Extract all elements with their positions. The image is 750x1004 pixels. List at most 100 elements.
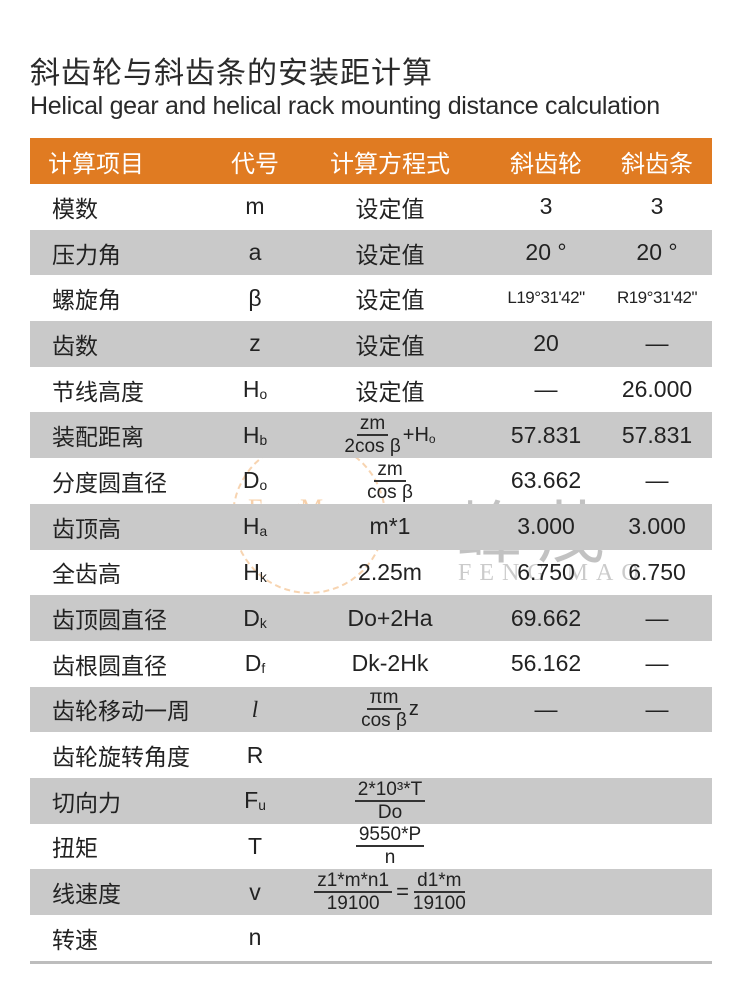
symbol-text: D [243, 604, 260, 631]
table-header: 计算项目 代号 计算方程式 斜齿轮 斜齿条 [30, 138, 712, 184]
denominator: 19100 [412, 893, 466, 915]
row-gear-value: 20 ° [525, 239, 567, 266]
row-formula: zm 2cos β +Ho [290, 414, 490, 456]
symbol-subscript: b [259, 432, 268, 448]
numerator: d1*m [414, 871, 465, 894]
row-gear-value: 6.750 [517, 558, 575, 585]
formula-text: 设定值 [355, 332, 425, 359]
row-item-name: 齿轮旋转角度 [52, 745, 190, 772]
row-symbol: l [220, 696, 290, 723]
symbol-text: n [248, 924, 262, 951]
formula-text: Do+2Ha [347, 604, 433, 631]
symbol-text: H [242, 376, 260, 403]
row-gear-value: — [534, 695, 558, 722]
row-symbol: R [220, 742, 290, 769]
row-formula: 2.25m [290, 559, 490, 586]
row-item-name: 压力角 [52, 242, 121, 269]
symbol-subscript: k [259, 569, 267, 585]
table-row: 切向力 Fu 2*10³*T Do [30, 777, 712, 824]
row-formula: Do+2Ha [290, 605, 490, 632]
row-symbol: m [220, 193, 290, 220]
fraction: z1*m*n1 19100 [314, 871, 393, 915]
row-rack-value: 6.750 [628, 558, 686, 585]
symbol-text: H [242, 513, 260, 540]
row-gear-value: 69.662 [510, 604, 582, 631]
fraction: 9550*P n [355, 825, 425, 867]
table-row: 齿顶高 Ha m*1 3.000 3.000 [30, 503, 712, 550]
numerator: zm [374, 460, 406, 482]
row-formula: 设定值 [290, 327, 490, 361]
row-formula: z1*m*n1 19100 = d1*m 19100 [290, 871, 490, 913]
table-bottom-rule [30, 961, 712, 964]
row-rack-value: — [645, 695, 669, 722]
fraction: zm 2cos β [344, 414, 400, 456]
row-gear-value: 56.162 [510, 650, 582, 677]
row-item-name: 模数 [52, 196, 98, 223]
row-rack-value: 57.831 [621, 421, 693, 448]
numerator: zm [356, 414, 389, 437]
symbol-subscript: a [259, 524, 268, 540]
formula-text: m*1 [369, 513, 411, 540]
symbol-text: H [242, 421, 260, 448]
symbol-subscript: k [259, 615, 267, 631]
row-gear-value: 3 [539, 193, 553, 220]
formula-text: 设定值 [355, 287, 425, 314]
row-item-name: 装配距离 [52, 425, 144, 452]
row-symbol: Do [220, 467, 290, 494]
row-item-name: 齿顶高 [52, 516, 121, 543]
row-rack-value: 20 ° [636, 239, 678, 266]
formula-text: 2.25m [358, 558, 422, 585]
row-gear-value: 20 [533, 330, 559, 357]
row-rack-value: R19°31'42" [616, 288, 698, 308]
table-row: 螺旋角 β 设定值 L19°31'42" R19°31'42" [30, 275, 712, 321]
row-formula: 9550*P n [290, 825, 490, 867]
row-item-name: 线速度 [52, 882, 121, 909]
formula-text: 设定值 [355, 241, 425, 268]
suffix-subscript: o [428, 431, 436, 446]
row-symbol: Ho [220, 376, 290, 403]
table-row: 装配距离 Hb zm 2cos β +Ho 57.831 57.831 [30, 412, 712, 459]
page-subtitle: Helical gear and helical rack mounting d… [30, 92, 660, 120]
row-item-name: 齿根圆直径 [52, 653, 167, 680]
row-symbol: a [220, 239, 290, 266]
row-rack-value: — [645, 330, 669, 357]
symbol-text: m [245, 193, 265, 220]
row-item-name: 转速 [52, 927, 98, 954]
row-item-name: 分度圆直径 [52, 470, 167, 497]
formula-text: Dk-2Hk [351, 650, 429, 677]
formula-suffix: +Ho [403, 424, 436, 447]
symbol-text: β [248, 284, 262, 311]
fraction: πm cos β [361, 688, 407, 730]
formula-text: 设定值 [355, 378, 425, 405]
table-row: 压力角 a 设定值 20 ° 20 ° [30, 229, 712, 276]
header-gear: 斜齿轮 [510, 149, 582, 178]
denominator: cos β [367, 481, 413, 503]
fraction: d1*m 19100 [413, 871, 466, 913]
symbol-text: R [246, 741, 264, 768]
row-formula: 设定值 [290, 281, 490, 315]
symbol-text: T [247, 832, 263, 859]
row-symbol: z [220, 330, 290, 357]
denominator: 19100 [326, 893, 380, 915]
row-symbol: Hb [220, 422, 290, 449]
symbol-text: D [242, 467, 260, 494]
header-item: 计算项目 [48, 149, 144, 178]
row-symbol: Df [220, 650, 290, 677]
row-symbol: Hk [220, 559, 290, 586]
symbol-text: D [244, 650, 262, 677]
row-symbol: Fu [220, 787, 290, 814]
row-symbol: Dk [220, 605, 290, 632]
row-symbol: β [220, 285, 290, 312]
row-gear-value: — [534, 376, 558, 403]
suffix-text: z [408, 697, 419, 720]
row-item-name: 齿数 [52, 333, 98, 360]
symbol-text: l [251, 696, 259, 722]
symbol-text: H [243, 558, 260, 585]
formula-text: 设定值 [355, 195, 425, 222]
numerator: 9550*P [355, 825, 425, 848]
header-rack: 斜齿条 [621, 149, 693, 178]
row-item-name: 全齿高 [52, 562, 121, 589]
table-row: 模数 m 设定值 3 3 [30, 184, 712, 230]
row-item-name: 齿轮移动一周 [52, 699, 190, 726]
